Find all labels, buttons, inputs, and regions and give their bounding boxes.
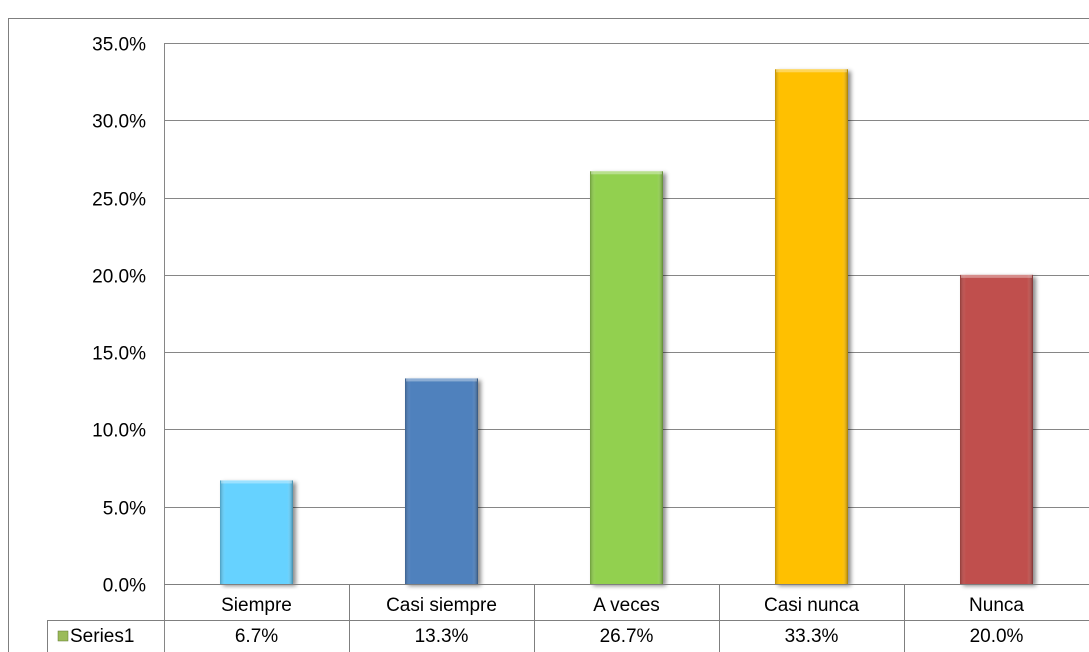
y-tick-label: 35.0% — [92, 35, 146, 56]
category-label: Casi siempre — [386, 595, 497, 616]
bars — [220, 69, 1033, 584]
bar — [405, 378, 478, 584]
y-tick-label: 20.0% — [92, 267, 146, 288]
data-table: Siempre Casi siempre A veces Casi nunca Nunc… — [47, 584, 1089, 652]
y-tick-label: 25.0% — [92, 190, 146, 211]
bar — [220, 480, 293, 584]
y-tick-label: 30.0% — [92, 112, 146, 133]
category-label: Casi nunca — [764, 595, 859, 616]
bar — [960, 274, 1033, 584]
category-label: Nunca — [969, 595, 1024, 616]
legend-key — [57, 630, 69, 642]
data-value-label: 20.0% — [970, 626, 1024, 647]
bar — [775, 69, 848, 584]
data-value-label: 13.3% — [415, 626, 469, 647]
y-tick-label: 15.0% — [92, 344, 146, 365]
legend-series-name: Series1 — [70, 626, 134, 647]
chart-border — [8, 18, 1089, 652]
y-axis-tick-labels: 0.0% 5.0% 10.0% 15.0% 20.0% 25.0% 30.0% 35.0% — [92, 35, 146, 597]
category-label: Siempre — [221, 595, 292, 616]
bar — [590, 171, 663, 584]
data-value-label: 26.7% — [600, 626, 654, 647]
y-tick-label: 10.0% — [92, 421, 146, 442]
category-label: A veces — [593, 595, 660, 616]
data-value-label: 33.3% — [785, 626, 839, 647]
y-tick-label: 0.0% — [103, 576, 146, 597]
y-tick-label: 5.0% — [103, 499, 146, 520]
data-value-label: 6.7% — [235, 626, 278, 647]
